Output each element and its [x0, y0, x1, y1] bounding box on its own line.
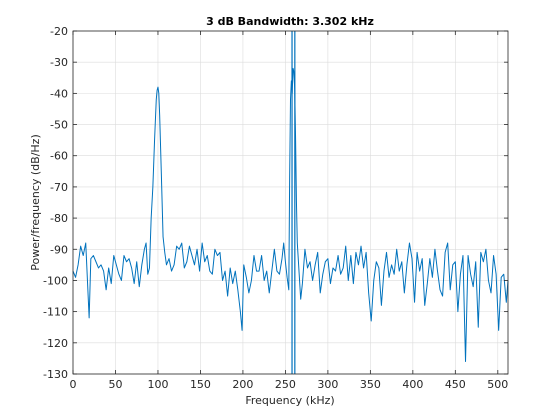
series-group	[72, 67, 509, 363]
x-tick-label: 150	[190, 378, 211, 391]
y-tick-label: -30	[50, 56, 68, 69]
y-tick-label: -80	[50, 212, 68, 225]
x-tick-label: 400	[402, 378, 423, 391]
y-tick-label: -120	[43, 337, 68, 350]
x-tick-label: 100	[147, 378, 168, 391]
y-tick-label: -110	[43, 306, 68, 319]
chart-title: 3 dB Bandwidth: 3.302 kHz	[206, 15, 374, 28]
y-tick-label: -50	[50, 119, 68, 132]
x-tick-label: 250	[275, 378, 296, 391]
x-tick-label: 50	[108, 378, 122, 391]
x-tick-label: 0	[70, 378, 77, 391]
y-tick-label: -40	[50, 87, 68, 100]
plot-frame	[72, 30, 509, 375]
x-axis-label: Frequency (kHz)	[245, 394, 334, 407]
ticks: 0 50 100 150 200 250 300 350 400 450 500 -130 -120 -1…	[43, 25, 508, 391]
x-tick-label: 200	[232, 378, 253, 391]
x-tick-label: 450	[445, 378, 466, 391]
x-tick-label: 300	[317, 378, 338, 391]
plot-area	[73, 31, 508, 374]
x-tick-label: 350	[360, 378, 381, 391]
y-tick-label: -100	[43, 274, 68, 287]
y-tick-label: -20	[50, 25, 68, 38]
y-axis-label: Power/frequency (dB/Hz)	[29, 134, 42, 271]
y-tick-label: -90	[50, 243, 68, 256]
y-tick-label: -130	[43, 368, 68, 381]
psd-series-line	[72, 67, 509, 363]
y-tick-label: -60	[50, 150, 68, 163]
x-tick-label: 500	[487, 378, 508, 391]
y-tick-label: -70	[50, 181, 68, 194]
